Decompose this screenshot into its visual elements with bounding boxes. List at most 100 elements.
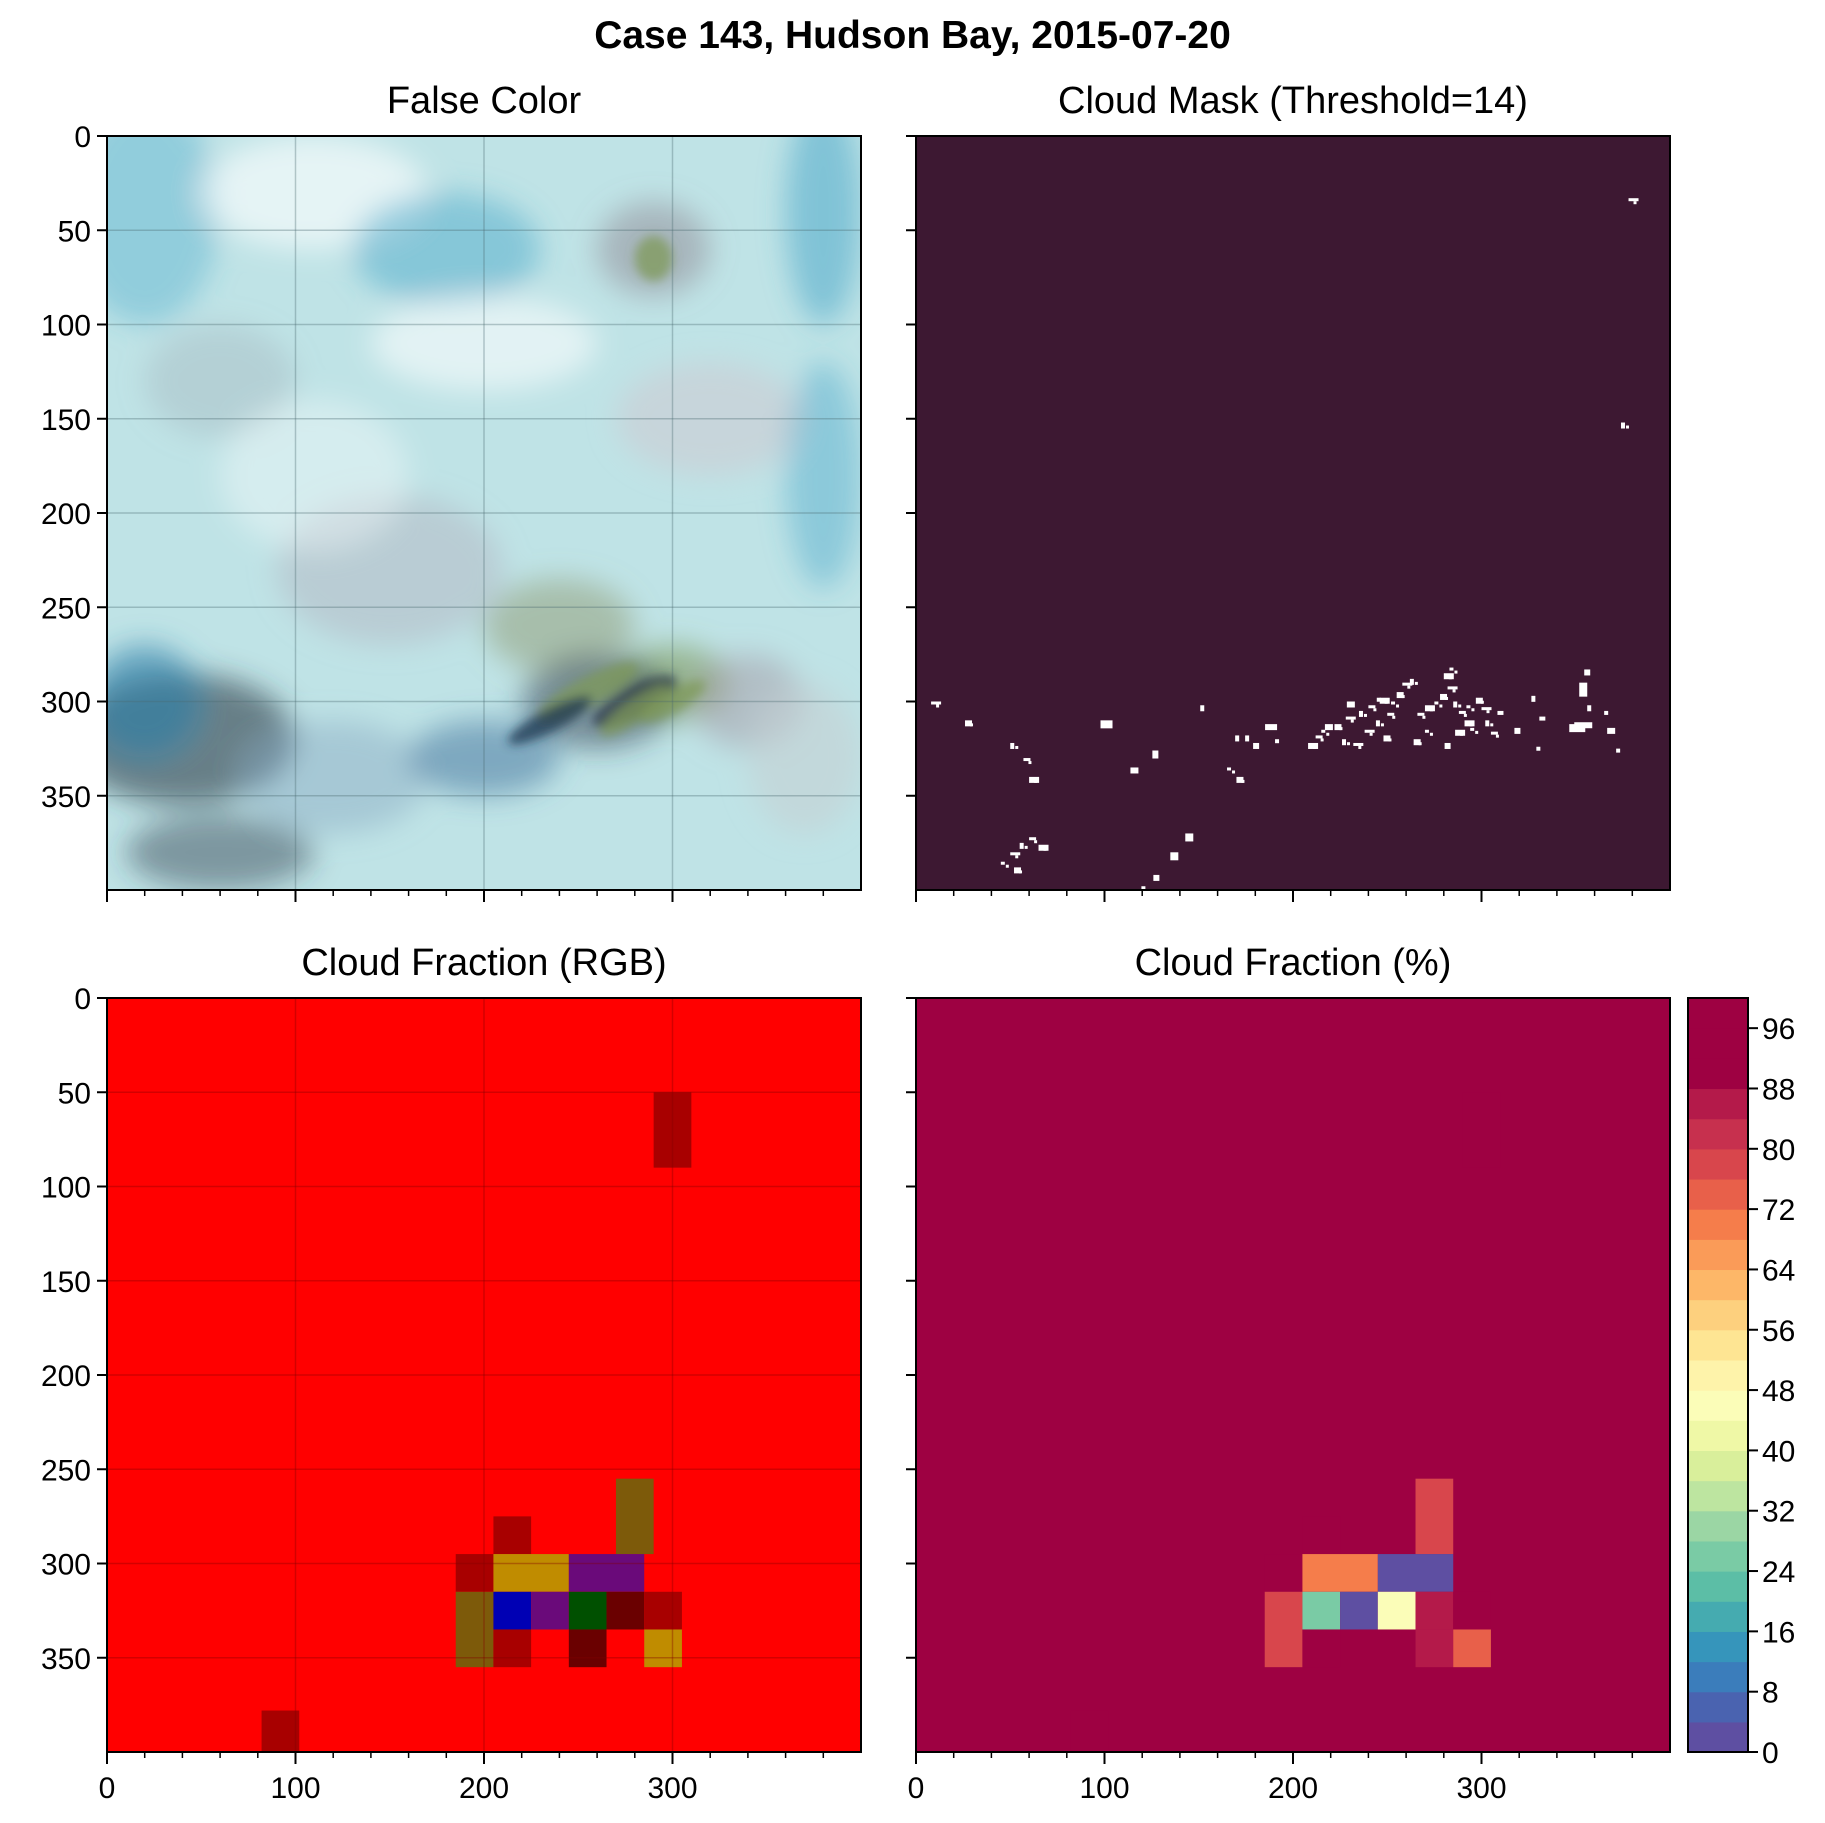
texture-blob xyxy=(615,362,805,476)
clear-pixel xyxy=(1023,758,1031,762)
colorbar-segment xyxy=(1688,1721,1748,1753)
clear-pixel xyxy=(1241,779,1245,783)
texture-blob xyxy=(107,136,221,325)
clear-pixel xyxy=(1579,682,1588,697)
clear-pixel xyxy=(1447,686,1458,690)
colorbar-segment xyxy=(1688,1148,1748,1180)
clear-pixel xyxy=(1391,701,1396,705)
clear-pixel xyxy=(1604,710,1609,715)
clear-pixel xyxy=(1454,670,1458,674)
texture-blob xyxy=(220,399,409,551)
rgb-cell xyxy=(531,1591,569,1630)
clear-pixel xyxy=(1339,727,1343,731)
colorbar-segment xyxy=(1688,1510,1748,1542)
clear-pixel xyxy=(1481,707,1492,711)
y-tick-label: 200 xyxy=(41,1360,91,1393)
clear-pixel xyxy=(1574,722,1593,729)
colorbar-segment xyxy=(1688,1540,1748,1572)
colorbar-segment xyxy=(1688,998,1748,1029)
clear-pixel xyxy=(1401,695,1405,699)
clear-pixel xyxy=(1445,696,1449,700)
panel-title-false-color: False Color xyxy=(386,80,582,122)
clear-pixel xyxy=(1130,767,1139,774)
x-tick-label: 100 xyxy=(1079,1772,1129,1805)
clear-pixel xyxy=(1396,692,1404,699)
clear-pixel xyxy=(1495,734,1499,738)
clear-pixel xyxy=(1029,837,1037,841)
texture-blob xyxy=(785,362,861,589)
clear-pixel xyxy=(1358,745,1362,749)
texture-blob xyxy=(370,296,598,391)
y-tick-label: 50 xyxy=(58,215,91,248)
y-tick-label: 0 xyxy=(74,121,91,154)
clear-pixel xyxy=(1015,745,1019,749)
grid-lines xyxy=(107,998,861,1752)
x-tick-label: 100 xyxy=(270,1772,320,1805)
clear-pixel xyxy=(1363,713,1367,717)
clear-pixel xyxy=(1429,732,1433,736)
clear-pixel xyxy=(1245,735,1250,742)
colorbar-tick-label: 80 xyxy=(1762,1134,1795,1167)
clear-pixel xyxy=(1000,861,1005,865)
colorbar-tick-label: 16 xyxy=(1762,1616,1795,1649)
clear-pixel xyxy=(965,720,973,727)
y-tick-label: 0 xyxy=(74,983,91,1016)
clear-pixel xyxy=(1375,720,1380,727)
panel-title-cloud-mask: Cloud Mask (Threshold=14) xyxy=(1058,80,1528,122)
y-tick-label: 50 xyxy=(58,1077,91,1110)
clear-pixel xyxy=(1358,710,1363,717)
clear-pixel xyxy=(1227,767,1232,771)
colorbar-segment xyxy=(1688,1661,1748,1693)
y-tick-label: 350 xyxy=(41,1643,91,1676)
colorbar-segment xyxy=(1688,1178,1748,1210)
clear-pixel xyxy=(1539,716,1546,721)
colorbar-tick-label: 48 xyxy=(1762,1375,1795,1408)
clear-pixel xyxy=(1275,739,1280,744)
clear-pixel xyxy=(1475,697,1483,704)
clear-pixel xyxy=(1334,724,1342,731)
clear-pixel xyxy=(1536,746,1541,751)
clear-pixel xyxy=(1444,742,1451,749)
clear-pixel xyxy=(1413,739,1421,746)
rgb-cell xyxy=(493,1516,532,1555)
clear-pixel xyxy=(931,701,942,705)
clear-pixel xyxy=(1376,697,1381,702)
clear-pixel xyxy=(1407,685,1411,689)
grid-lines xyxy=(107,136,861,890)
clear-pixel xyxy=(1607,727,1616,734)
colorbar-segment xyxy=(1688,1390,1748,1421)
colorbar-tick-label: 24 xyxy=(1762,1556,1795,1589)
clear-pixel xyxy=(1185,833,1194,842)
clear-pixel xyxy=(1347,742,1351,746)
clear-pixel xyxy=(1236,776,1244,783)
colorbar-segment xyxy=(1688,1450,1748,1482)
clear-pixel xyxy=(1383,735,1391,742)
clear-pixel xyxy=(1628,198,1639,202)
clear-pixel xyxy=(1448,676,1452,680)
rgb-cell xyxy=(568,1629,607,1668)
clear-pixel xyxy=(1388,738,1392,742)
clear-pixel xyxy=(1460,732,1464,736)
pct-cell xyxy=(1302,1554,1378,1592)
rgb-cell xyxy=(493,1554,569,1592)
clear-pixel xyxy=(1350,719,1354,723)
clear-pixel xyxy=(1005,864,1009,868)
clear-pixel xyxy=(1531,695,1536,702)
colorbar-tick-label: 40 xyxy=(1762,1435,1795,1468)
rgb-cell xyxy=(615,1478,654,1555)
clear-pixel xyxy=(1019,870,1023,874)
x-tick-label: 300 xyxy=(647,1772,697,1805)
clear-pixel xyxy=(1485,720,1490,727)
clear-pixel xyxy=(1253,742,1260,749)
clear-pixel xyxy=(1514,727,1521,734)
texture-blob xyxy=(747,682,861,834)
pct-cell xyxy=(1415,1629,1454,1668)
colorbar-segment xyxy=(1688,1209,1748,1240)
clear-pixel xyxy=(1424,729,1429,733)
colorbar-segment xyxy=(1688,1118,1748,1150)
clear-pixel xyxy=(1387,712,1395,716)
clear-pixel xyxy=(1342,739,1347,746)
panel-title-cloud-fraction-rgb: Cloud Fraction (RGB) xyxy=(301,942,667,984)
clear-pixel xyxy=(1620,422,1625,429)
pct-cell xyxy=(1415,1478,1454,1555)
